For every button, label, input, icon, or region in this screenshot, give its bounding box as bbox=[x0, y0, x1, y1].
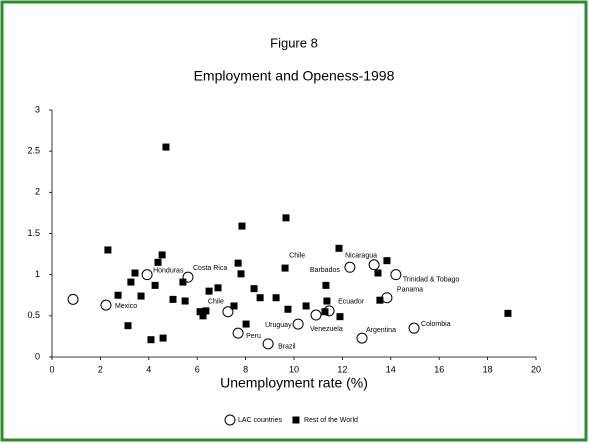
point bbox=[181, 297, 189, 305]
point bbox=[310, 309, 322, 321]
y-tick-label: 0 bbox=[35, 351, 40, 361]
point bbox=[381, 292, 393, 304]
x-axis-label: Unemployment rate (%) bbox=[220, 375, 368, 391]
point-label: Argentina bbox=[366, 327, 396, 334]
point bbox=[151, 281, 159, 289]
point bbox=[141, 269, 153, 281]
point bbox=[179, 278, 187, 286]
y-tick-label: 2.5 bbox=[27, 146, 40, 156]
y-tick-label: 1.5 bbox=[27, 228, 40, 238]
point bbox=[336, 313, 344, 321]
point bbox=[302, 302, 310, 310]
point bbox=[237, 270, 245, 278]
point bbox=[114, 291, 122, 299]
figure-label: Figure 8 bbox=[270, 35, 318, 50]
point-label: Panama bbox=[397, 287, 423, 294]
point bbox=[232, 327, 244, 339]
point bbox=[234, 259, 242, 267]
point-label: Honduras bbox=[153, 268, 184, 275]
annotation: Chile bbox=[289, 253, 305, 260]
legend-label: Rest of the World bbox=[304, 417, 358, 424]
point bbox=[222, 306, 234, 318]
x-tick-label: 18 bbox=[483, 364, 493, 374]
point bbox=[205, 287, 213, 295]
point-label: Peru bbox=[246, 333, 261, 340]
point bbox=[282, 214, 290, 222]
point bbox=[131, 269, 139, 277]
point-label: Costa Rica bbox=[193, 265, 227, 272]
point-label: Barbados bbox=[310, 267, 340, 274]
point-label: Trinidad & Tobago bbox=[403, 277, 460, 284]
point bbox=[504, 309, 512, 317]
x-tick-label: 8 bbox=[243, 364, 248, 374]
point bbox=[323, 297, 331, 305]
point bbox=[383, 257, 391, 265]
point bbox=[374, 269, 382, 277]
point bbox=[322, 281, 330, 289]
point bbox=[292, 318, 304, 330]
point bbox=[162, 143, 170, 151]
x-tick-label: 2 bbox=[98, 364, 103, 374]
legend-marker bbox=[224, 414, 236, 426]
point bbox=[321, 308, 329, 316]
x-tick-label: 6 bbox=[195, 364, 200, 374]
y-tick-label: 3 bbox=[35, 104, 40, 114]
x-tick-label: 10 bbox=[289, 364, 299, 374]
point bbox=[127, 278, 135, 286]
y-tick-label: 2 bbox=[35, 187, 40, 197]
point bbox=[238, 222, 246, 230]
point bbox=[250, 285, 258, 293]
point bbox=[284, 305, 292, 313]
point bbox=[256, 294, 264, 302]
y-tick-label: 0.5 bbox=[27, 310, 40, 320]
legend-marker bbox=[292, 416, 300, 424]
point-label: Chile bbox=[208, 299, 224, 306]
point bbox=[368, 259, 380, 271]
point bbox=[344, 261, 356, 273]
point-label: Uruguay bbox=[265, 322, 292, 329]
point bbox=[196, 308, 204, 316]
point bbox=[199, 312, 207, 320]
point bbox=[281, 264, 289, 272]
point bbox=[67, 293, 79, 305]
point bbox=[159, 334, 167, 342]
y-tick-label: 1 bbox=[35, 269, 40, 279]
x-tick-label: 14 bbox=[386, 364, 396, 374]
point bbox=[154, 258, 162, 266]
point bbox=[408, 322, 420, 334]
x-tick-label: 0 bbox=[49, 364, 54, 374]
point bbox=[100, 299, 112, 311]
point-label: Colombia bbox=[421, 321, 451, 328]
point bbox=[214, 284, 222, 292]
x-tick-label: 4 bbox=[146, 364, 151, 374]
point-label: Venezuela bbox=[310, 326, 343, 333]
point bbox=[137, 292, 145, 300]
point bbox=[230, 302, 238, 310]
point bbox=[202, 307, 210, 315]
point bbox=[104, 246, 112, 254]
x-tick-label: 12 bbox=[337, 364, 347, 374]
point-label: Brazil bbox=[278, 344, 296, 351]
x-tick-label: 20 bbox=[531, 364, 541, 374]
point bbox=[124, 322, 132, 330]
point bbox=[390, 269, 402, 281]
point bbox=[262, 338, 274, 350]
x-tick-label: 16 bbox=[434, 364, 444, 374]
point-label: Nicaragua bbox=[345, 253, 377, 260]
legend-label: LAC countries bbox=[238, 417, 282, 424]
point bbox=[169, 295, 177, 303]
point bbox=[147, 336, 155, 344]
point bbox=[272, 294, 280, 302]
point-label: Ecuador bbox=[338, 299, 365, 306]
point bbox=[335, 244, 343, 252]
point bbox=[242, 320, 250, 328]
chart-title: Employment and Openess-1998 bbox=[194, 68, 395, 84]
point bbox=[356, 332, 368, 344]
point bbox=[158, 251, 166, 259]
point bbox=[376, 296, 384, 304]
point-label: Mexico bbox=[115, 303, 137, 310]
